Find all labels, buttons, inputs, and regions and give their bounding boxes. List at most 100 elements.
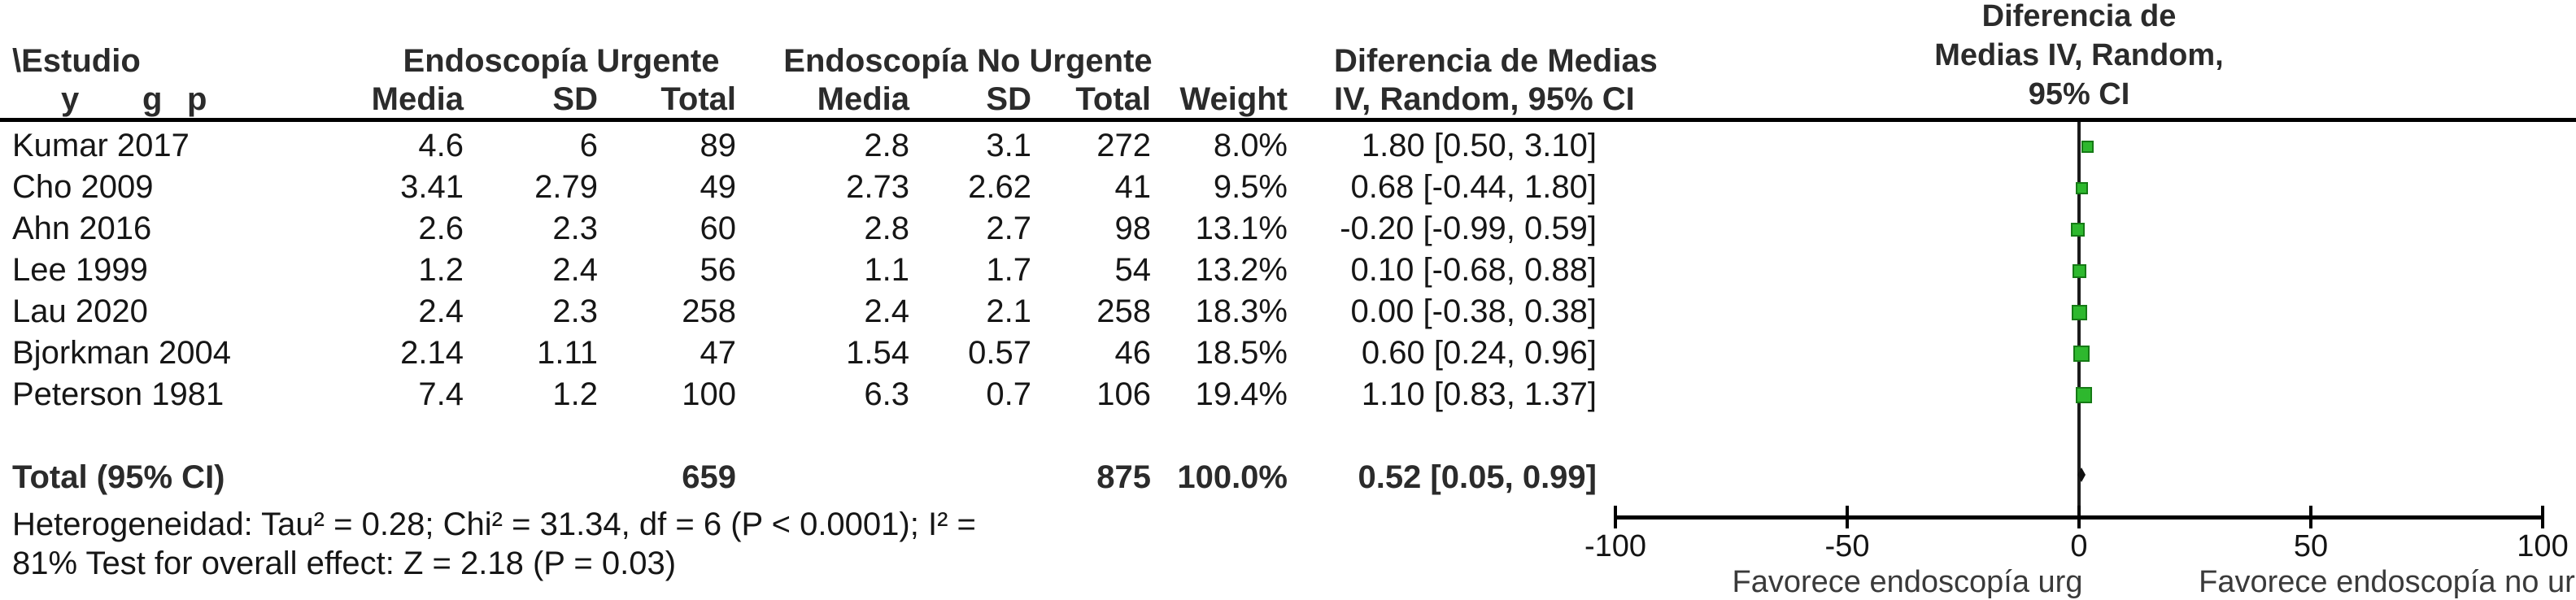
study-name: Lau 2020 — [12, 293, 148, 329]
favors-left-label: Favorece endoscopía urg — [1732, 565, 2083, 599]
header-estudio-sub-p: p — [187, 81, 207, 117]
axis-tick-label: 100 — [2517, 529, 2569, 563]
urg-media: 2.6 — [418, 211, 464, 246]
urg-sd: 6 — [579, 128, 598, 163]
mean-difference-ci: 0.10 [-0.68, 0.88] — [1350, 252, 1597, 288]
header-weight: Weight — [1179, 81, 1288, 117]
no-sd: 3.1 — [986, 128, 1031, 163]
header-urg-sd: SD — [552, 81, 598, 117]
study-name: Peterson 1981 — [12, 376, 224, 412]
table-header-row-2: y g p Media SD Total Media SD Total Weig… — [0, 79, 2576, 120]
header-no-sd: SD — [986, 81, 1031, 117]
no-media: 1.54 — [846, 335, 909, 371]
header-estudio-sub-y: y — [61, 81, 80, 117]
mean-difference-ci: 0.60 [0.24, 0.96] — [1361, 335, 1597, 371]
study-name: Ahn 2016 — [12, 211, 152, 246]
no-total: 272 — [1096, 128, 1151, 163]
favors-right-label: Favorece endoscopía no urg — [2199, 565, 2576, 599]
no-total: 46 — [1114, 335, 1152, 371]
no-media: 2.8 — [864, 128, 909, 163]
plot-header-line3: 95% CI — [2028, 77, 2130, 111]
no-total: 98 — [1114, 211, 1152, 246]
axis-tick — [2541, 506, 2544, 528]
plot-header-line1: Diferencia de — [1981, 0, 2177, 33]
urg-sd: 1.11 — [537, 335, 598, 371]
urg-sd: 2.79 — [534, 169, 598, 205]
weight: 18.5% — [1195, 335, 1288, 371]
urg-total: 100 — [682, 376, 736, 412]
no-media: 2.4 — [864, 293, 909, 329]
urg-media: 3.41 — [400, 169, 464, 205]
urg-total: 47 — [700, 335, 737, 371]
no-media: 1.1 — [864, 252, 909, 288]
urg-sd: 2.3 — [552, 293, 598, 329]
header-estudio-sub-g: g — [142, 81, 163, 117]
no-sd: 2.62 — [968, 169, 1031, 205]
table-row: Cho 2009 3.41 2.79 49 2.73 2.62 41 9.5% … — [0, 167, 2576, 208]
total-urg-n: 659 — [682, 459, 736, 495]
study-name: Lee 1999 — [12, 252, 148, 288]
urg-media: 2.14 — [400, 335, 464, 371]
table-row: Kumar 2017 4.6 6 89 2.8 3.1 272 8.0% 1.8… — [0, 125, 2576, 167]
study-point-estimate-marker — [2076, 182, 2088, 194]
urg-sd: 2.3 — [552, 211, 598, 246]
weight: 13.2% — [1195, 252, 1288, 288]
axis-tick — [2077, 506, 2081, 528]
mean-difference-ci: 0.00 [-0.38, 0.38] — [1350, 293, 1597, 329]
header-no-media: Media — [817, 81, 909, 117]
no-total: 41 — [1114, 169, 1152, 205]
axis-tick — [1614, 506, 1617, 528]
urg-total: 258 — [682, 293, 736, 329]
weight: 13.1% — [1195, 211, 1288, 246]
urg-total: 60 — [700, 211, 737, 246]
table-row: Lau 2020 2.4 2.3 258 2.4 2.1 258 18.3% 0… — [0, 291, 2576, 333]
header-estudio: \Estudio — [12, 43, 141, 79]
overall-effect-text: 81% Test for overall effect: Z = 2.18 (P… — [12, 546, 677, 581]
urg-media: 4.6 — [418, 128, 464, 163]
table-row: Ahn 2016 2.6 2.3 60 2.8 2.7 98 13.1% -0.… — [0, 208, 2576, 250]
study-name: Cho 2009 — [12, 169, 154, 205]
total-mean-difference-ci: 0.52 [0.05, 0.99] — [1358, 459, 1597, 495]
table-row: Bjorkman 2004 2.14 1.11 47 1.54 0.57 46 … — [0, 333, 2576, 374]
weight: 8.0% — [1213, 128, 1288, 163]
header-urg-media: Media — [371, 81, 464, 117]
study-point-estimate-marker — [2071, 223, 2085, 237]
no-sd: 0.57 — [968, 335, 1031, 371]
axis-tick-label: 0 — [2070, 529, 2088, 563]
total-row: Total (95% CI) 659 875 100.0% 0.52 [0.05… — [0, 457, 2576, 498]
heterogeneity-text: Heterogeneidad: Tau² = 0.28; Chi² = 31.3… — [12, 507, 976, 542]
urg-sd: 1.2 — [552, 376, 598, 412]
no-total: 54 — [1114, 252, 1152, 288]
urg-media: 7.4 — [418, 376, 464, 412]
table-row: Peterson 1981 7.4 1.2 100 6.3 0.7 106 19… — [0, 374, 2576, 415]
axis-tick — [2309, 506, 2312, 528]
header-divider-line — [0, 118, 2576, 122]
no-sd: 2.7 — [986, 211, 1031, 246]
no-media: 2.8 — [864, 211, 909, 246]
total-label: Total (95% CI) — [12, 459, 225, 495]
weight: 9.5% — [1213, 169, 1288, 205]
study-name: Bjorkman 2004 — [12, 335, 232, 371]
no-total: 258 — [1096, 293, 1151, 329]
table-row: Lee 1999 1.2 2.4 56 1.1 1.7 54 13.2% 0.1… — [0, 250, 2576, 291]
urg-media: 2.4 — [418, 293, 464, 329]
table-header-row-1: \Estudio Endoscopía Urgente Endoscopía N… — [0, 41, 2576, 82]
mean-difference-ci: 1.80 [0.50, 3.10] — [1361, 128, 1597, 163]
axis-tick-label: 50 — [2293, 529, 2329, 563]
axis-tick — [1846, 506, 1849, 528]
total-effect-diamond — [2077, 467, 2086, 482]
study-name: Kumar 2017 — [12, 128, 190, 163]
no-sd: 2.1 — [986, 293, 1031, 329]
mean-difference-ci: 1.10 [0.83, 1.37] — [1361, 376, 1597, 412]
no-media: 2.73 — [846, 169, 909, 205]
plot-header-line2: Medias IV, Random, — [1934, 38, 2224, 72]
study-point-estimate-marker — [2072, 305, 2087, 320]
weight: 18.3% — [1195, 293, 1288, 329]
axis-tick-label: -100 — [1584, 529, 1647, 563]
urg-total: 89 — [700, 128, 737, 163]
total-weight: 100.0% — [1177, 459, 1288, 495]
weight: 19.4% — [1195, 376, 1288, 412]
header-effect-line2: IV, Random, 95% CI — [1334, 81, 1635, 117]
study-point-estimate-marker — [2073, 346, 2090, 362]
